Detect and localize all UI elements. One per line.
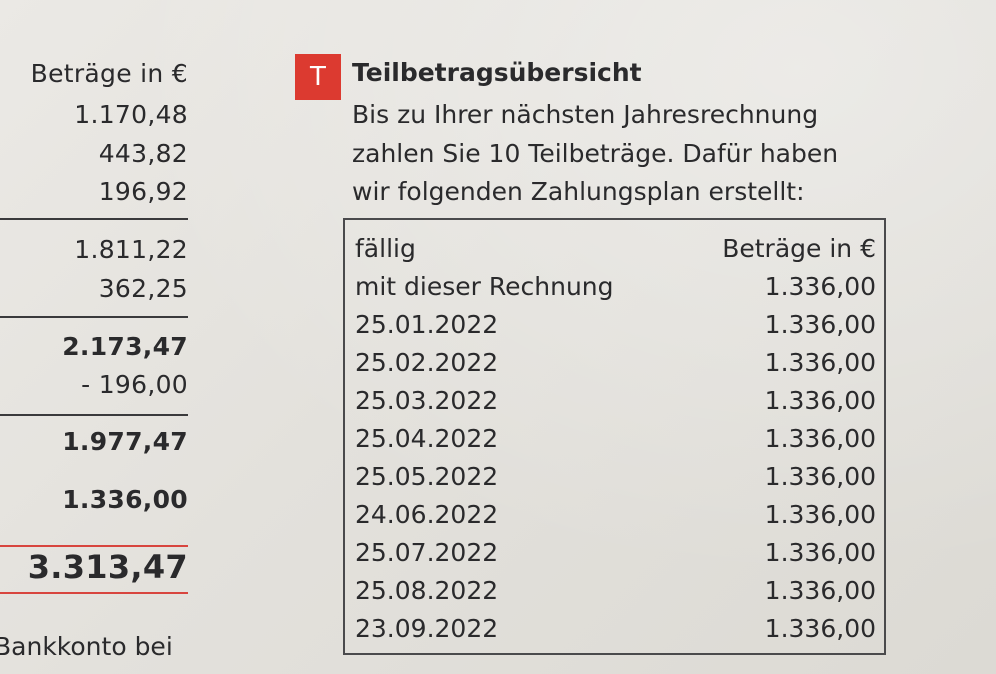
table-row: 25.03.2022 1.336,00 bbox=[355, 384, 876, 418]
bank-account-text: Bankkonto bei bbox=[0, 632, 173, 661]
installment-amount: 1.336,00 bbox=[62, 485, 188, 514]
divider bbox=[0, 316, 188, 318]
divider bbox=[0, 218, 188, 220]
installment-value: 1.336,00 bbox=[764, 500, 876, 529]
due-date: 25.03.2022 bbox=[355, 386, 499, 415]
table-header: fällig Beträge in € bbox=[355, 232, 876, 266]
table-row: 23.09.2022 1.336,00 bbox=[355, 612, 876, 646]
due-column-header: fällig bbox=[355, 234, 416, 263]
due-date: 25.04.2022 bbox=[355, 424, 499, 453]
section-marker-badge: T bbox=[295, 54, 341, 100]
payment-plan-table: fällig Beträge in € mit dieser Rechnung … bbox=[343, 218, 886, 655]
intro-line-3: wir folgenden Zahlungsplan erstellt: bbox=[352, 177, 805, 206]
due-date: 23.09.2022 bbox=[355, 614, 499, 643]
intro-line-2: zahlen Sie 10 Teilbeträge. Dafür haben bbox=[352, 139, 839, 168]
due-date: 25.08.2022 bbox=[355, 576, 499, 605]
table-row: 25.04.2022 1.336,00 bbox=[355, 422, 876, 456]
due-date: 25.07.2022 bbox=[355, 538, 499, 567]
installment-value: 1.336,00 bbox=[764, 272, 876, 301]
section-title: Teilbetragsübersicht bbox=[352, 58, 642, 87]
installment-value: 1.336,00 bbox=[764, 348, 876, 377]
table-row: 25.01.2022 1.336,00 bbox=[355, 308, 876, 342]
table-row: 25.07.2022 1.336,00 bbox=[355, 536, 876, 570]
amount-line-3: 196,92 bbox=[98, 177, 188, 206]
red-divider bbox=[0, 545, 188, 547]
installment-value: 1.336,00 bbox=[764, 424, 876, 453]
red-divider bbox=[0, 592, 188, 594]
due-date: mit dieser Rechnung bbox=[355, 272, 614, 301]
due-date: 25.02.2022 bbox=[355, 348, 499, 377]
invoice-summary-column: Beträge in € 1.170,48 443,82 196,92 1.81… bbox=[0, 0, 200, 674]
divider bbox=[0, 414, 188, 416]
installment-value: 1.336,00 bbox=[764, 614, 876, 643]
intro-line-1: Bis zu Ihrer nächsten Jahresrechnung bbox=[352, 100, 819, 129]
due-date: 25.05.2022 bbox=[355, 462, 499, 491]
amount-line-1: 1.170,48 bbox=[74, 100, 188, 129]
installment-value: 1.336,00 bbox=[764, 576, 876, 605]
subtotal-after-deduction: 1.977,47 bbox=[62, 427, 188, 456]
amount-column-header: Beträge in € bbox=[722, 234, 876, 263]
tax-amount: 362,25 bbox=[98, 274, 188, 303]
amount-line-2: 443,82 bbox=[98, 139, 188, 168]
installment-value: 1.336,00 bbox=[764, 538, 876, 567]
installment-value: 1.336,00 bbox=[764, 462, 876, 491]
amounts-header: Beträge in € bbox=[30, 59, 188, 88]
deduction-amount: - 196,00 bbox=[81, 370, 188, 399]
subtotal-net: 1.811,22 bbox=[74, 235, 188, 264]
total-amount: 3.313,47 bbox=[27, 548, 188, 586]
table-row: 25.05.2022 1.336,00 bbox=[355, 460, 876, 494]
installment-value: 1.336,00 bbox=[764, 386, 876, 415]
installment-value: 1.336,00 bbox=[764, 310, 876, 339]
table-row: 25.08.2022 1.336,00 bbox=[355, 574, 876, 608]
table-row: 25.02.2022 1.336,00 bbox=[355, 346, 876, 380]
due-date: 24.06.2022 bbox=[355, 500, 499, 529]
table-row: mit dieser Rechnung 1.336,00 bbox=[355, 270, 876, 304]
due-date: 25.01.2022 bbox=[355, 310, 499, 339]
table-row: 24.06.2022 1.336,00 bbox=[355, 498, 876, 532]
subtotal-gross: 2.173,47 bbox=[62, 332, 188, 361]
